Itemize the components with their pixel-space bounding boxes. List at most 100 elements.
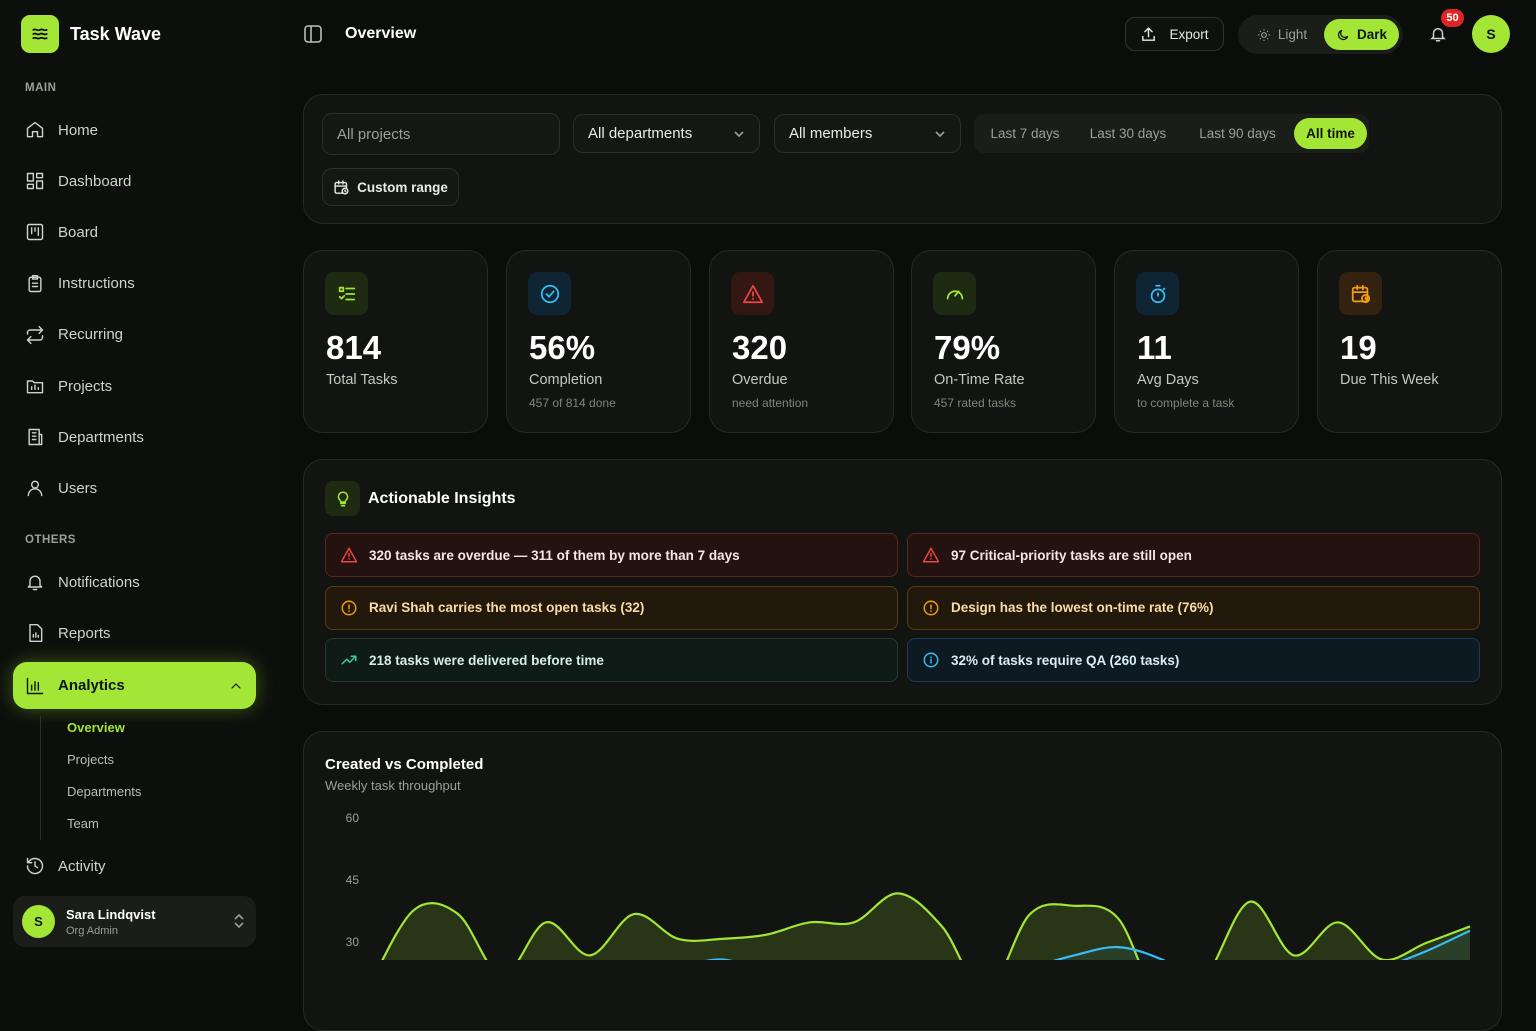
nav-label: Instructions — [58, 275, 135, 293]
stat-label: Avg Days — [1137, 372, 1199, 388]
nav-label: Reports — [58, 624, 111, 642]
page-title: Overview — [345, 25, 417, 42]
chart-subtitle: Weekly task throughput — [325, 778, 461, 793]
project-search[interactable]: All projects — [322, 113, 560, 155]
theme-dark[interactable]: Dark — [1324, 19, 1399, 50]
insight-text: Design has the lowest on-time rate (76%) — [951, 600, 1214, 615]
theme-toggle: Light Dark — [1238, 15, 1403, 54]
nav-label: Departments — [58, 428, 144, 446]
user-card[interactable]: S Sara Lindqvist Org Admin — [13, 896, 256, 947]
sidebar-toggle[interactable] — [304, 25, 322, 43]
stat-card: 11 Avg Days to complete a task — [1114, 250, 1299, 433]
nav-label: Home — [58, 121, 99, 139]
stat-label: Overdue — [732, 372, 788, 388]
stat-value: 19 — [1340, 329, 1377, 366]
insight: 320 tasks are overdue — 311 of them by m… — [325, 533, 898, 577]
stat-card: 19 Due This Week — [1317, 250, 1502, 433]
stat-value: 79% — [934, 329, 1001, 366]
member-select[interactable]: All members — [774, 114, 961, 153]
range-option[interactable]: Last 7 days — [990, 126, 1060, 141]
user-role: Org Admin — [66, 925, 118, 937]
theme-light[interactable]: Light — [1243, 19, 1321, 50]
page: Task Wave S Sara Lindqvist Org Admin MAI… — [13, 9, 1510, 1031]
export-label: Export — [1169, 26, 1209, 42]
sub-nav-item[interactable]: Overview — [67, 720, 125, 735]
nav-item[interactable]: Dashboard — [13, 159, 256, 203]
nav-item[interactable]: Reports — [13, 611, 256, 655]
theme-dark-label: Dark — [1356, 27, 1388, 42]
chart-title: Created vs Completed — [325, 756, 484, 773]
sub-nav-item[interactable]: Projects — [67, 752, 114, 767]
stat-icon — [1339, 272, 1382, 315]
nav-item[interactable]: Board — [13, 210, 256, 254]
range-option[interactable]: Last 90 days — [1199, 126, 1276, 141]
nav-item[interactable]: Departments — [13, 415, 256, 459]
section-label: OTHERS — [25, 534, 76, 546]
user-menu-icon — [234, 913, 244, 929]
user-name: Sara Lindqvist — [66, 907, 156, 922]
stat-value: 11 — [1137, 329, 1172, 366]
stat-icon — [528, 272, 571, 315]
nav-label: Board — [58, 223, 99, 241]
insight: Design has the lowest on-time rate (76%) — [907, 585, 1480, 630]
export-button[interactable]: Export — [1125, 17, 1224, 51]
custom-range-label: Custom range — [357, 179, 448, 195]
stat-label: Total Tasks — [326, 372, 398, 388]
department-select[interactable]: All departments — [573, 114, 760, 153]
stat-card: 79% On-Time Rate 457 rated tasks — [911, 250, 1096, 433]
insight-text: 32% of tasks require QA (260 tasks) — [951, 652, 1180, 668]
stat-value: 56% — [529, 329, 596, 366]
sub-nav-item[interactable]: Departments — [67, 784, 142, 799]
stat-label: Completion — [529, 372, 603, 388]
nav-label: Recurring — [58, 326, 124, 344]
stat-value: 814 — [326, 329, 382, 366]
insights-icon — [325, 481, 360, 516]
notification-bell[interactable] — [1429, 25, 1447, 43]
stat-note: 457 rated tasks — [934, 396, 1017, 410]
brand-logo[interactable] — [21, 15, 59, 53]
insight-text: 97 Critical-priority tasks are still ope… — [951, 547, 1192, 563]
nav-label: Notifications — [58, 573, 140, 591]
nav-item[interactable]: Projects — [13, 364, 256, 408]
department-value: All departments — [588, 125, 693, 142]
insight-text: Ravi Shah carries the most open tasks (3… — [369, 600, 645, 615]
insight: 97 Critical-priority tasks are still ope… — [907, 533, 1480, 577]
sub-nav-item[interactable]: Team — [67, 816, 99, 831]
range-option[interactable]: All time — [1294, 118, 1367, 149]
nav-item[interactable]: Recurring — [13, 313, 256, 357]
nav-label: Dashboard — [58, 172, 132, 190]
stat-card: 320 Overdue need attention — [709, 250, 894, 433]
stat-icon — [1136, 272, 1179, 315]
notification-count: 50 — [1441, 9, 1464, 27]
project-placeholder: All projects — [337, 125, 411, 143]
insight-text: 218 tasks were delivered before time — [369, 652, 604, 668]
nav-item[interactable]: Notifications — [13, 560, 256, 604]
nav-label: Analytics — [58, 677, 125, 695]
brand-name: Task Wave — [70, 24, 162, 44]
nav-item[interactable]: Users — [13, 466, 256, 510]
nav-item[interactable]: Analytics — [13, 662, 256, 710]
insight: 218 tasks were delivered before time — [325, 638, 898, 682]
stat-note: 457 of 814 done — [529, 396, 616, 410]
range-option[interactable]: Last 30 days — [1089, 126, 1167, 141]
nav-item[interactable]: Activity — [13, 844, 256, 888]
insight: 32% of tasks require QA (260 tasks) — [907, 638, 1480, 682]
stat-card: 56% Completion 457 of 814 done — [506, 250, 691, 433]
stat-card: 814 Total Tasks — [303, 250, 488, 433]
nav-label: Projects — [58, 377, 113, 395]
range-group: Last 7 days Last 30 days Last 90 days All t… — [974, 114, 1369, 153]
insight: Ravi Shah carries the most open tasks (3… — [325, 585, 898, 630]
theme-light-label: Light — [1277, 27, 1308, 42]
stat-note: to complete a task — [1137, 396, 1235, 410]
sub-rail — [40, 716, 41, 840]
chart-card: Created vs Completed Weekly task through… — [303, 731, 1502, 1031]
nav-item[interactable]: Home — [13, 108, 256, 152]
user-avatar: S — [22, 905, 55, 938]
section-label: MAIN — [25, 82, 57, 94]
stat-label: On-Time Rate — [934, 372, 1025, 388]
nav-item[interactable]: Instructions — [13, 262, 256, 306]
custom-range-button[interactable]: Custom range — [322, 168, 459, 206]
stat-icon — [325, 272, 368, 315]
account-avatar[interactable]: S — [1472, 15, 1510, 53]
stat-value: 320 — [732, 329, 788, 366]
